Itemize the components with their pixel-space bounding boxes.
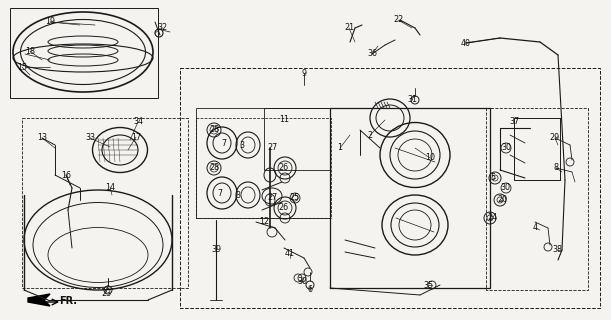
Text: 40: 40 (461, 38, 471, 47)
Text: 26: 26 (278, 204, 288, 212)
Text: 3: 3 (240, 140, 244, 149)
Text: 1: 1 (337, 143, 343, 153)
Text: 22: 22 (393, 15, 403, 25)
Text: 34: 34 (133, 117, 143, 126)
Text: 41: 41 (285, 249, 295, 258)
Text: 16: 16 (61, 171, 71, 180)
Text: 15: 15 (17, 62, 27, 71)
Text: 27: 27 (267, 194, 277, 203)
Text: 3: 3 (235, 190, 241, 199)
Text: 21: 21 (344, 23, 354, 33)
Text: 38: 38 (552, 245, 562, 254)
Text: 33: 33 (85, 133, 95, 142)
Text: 35: 35 (423, 281, 433, 290)
Bar (264, 108, 330, 170)
Text: 7: 7 (221, 139, 227, 148)
Text: 37: 37 (509, 117, 519, 126)
Text: 19: 19 (45, 18, 55, 27)
Text: 30: 30 (297, 277, 307, 286)
Text: 4: 4 (533, 223, 538, 233)
Text: 17: 17 (131, 132, 141, 141)
Text: 32: 32 (157, 23, 167, 33)
Text: 28: 28 (209, 125, 219, 134)
Text: 9: 9 (301, 68, 307, 77)
Bar (22, 118, 188, 288)
Bar (180, 68, 600, 308)
Text: 31: 31 (407, 95, 417, 105)
Text: 27: 27 (267, 143, 277, 153)
Text: 30: 30 (500, 183, 510, 193)
Text: 14: 14 (105, 182, 115, 191)
Text: 24: 24 (487, 213, 497, 222)
Text: 25: 25 (290, 194, 300, 203)
Text: 20: 20 (497, 196, 507, 204)
Text: 2: 2 (367, 131, 373, 140)
Text: FR.: FR. (59, 296, 77, 306)
Text: 28: 28 (209, 164, 219, 172)
Text: 12: 12 (259, 218, 269, 227)
Bar (196, 108, 330, 218)
Text: 13: 13 (37, 133, 47, 142)
Text: 26: 26 (278, 164, 288, 172)
Text: 30: 30 (501, 143, 511, 153)
Text: 6: 6 (307, 285, 312, 294)
Text: 23: 23 (101, 289, 111, 298)
Text: 39: 39 (211, 245, 221, 254)
Text: 18: 18 (25, 46, 35, 55)
Text: 10: 10 (425, 154, 435, 163)
Text: 5: 5 (491, 173, 496, 182)
Bar (196, 118, 331, 218)
Text: 7: 7 (218, 188, 222, 197)
Text: 29: 29 (550, 133, 560, 142)
Bar (486, 108, 588, 290)
Text: 11: 11 (279, 115, 289, 124)
Bar (10, 8, 158, 98)
Polygon shape (28, 294, 50, 306)
Text: 36: 36 (367, 50, 377, 59)
Text: 8: 8 (554, 164, 558, 172)
